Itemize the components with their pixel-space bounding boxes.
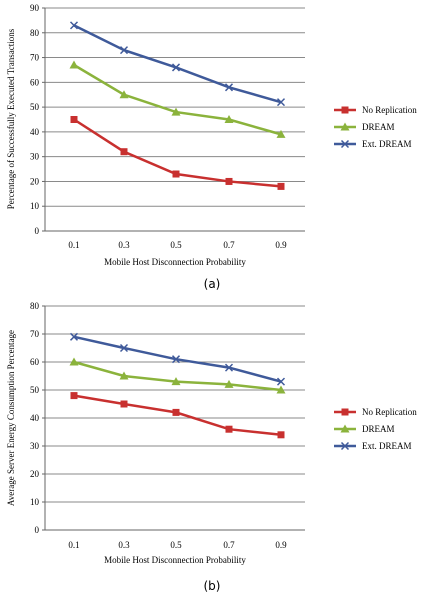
chart-a-series-no-replication-point: [172, 170, 180, 178]
chart-b-xtick-label: 0.7: [223, 540, 235, 550]
chart-b-series-dream-point: [171, 377, 181, 386]
chart-a-series-no-replication-point: [225, 177, 233, 185]
chart-a-xtick-label: 0.5: [170, 240, 182, 250]
chart-b-legend-ext-dream-label: Ext. DREAM: [362, 441, 412, 451]
chart-a: 0 10 20 30 40 50 60 70 80 90 0.1 0.3 0.5 0.7 0.9 Mobile…: [6, 3, 417, 291]
chart-a-series-ext-dream-point: [69, 21, 79, 30]
chart-b-ytick-label: 30: [30, 441, 40, 451]
chart-a-y-axis-label: Percentage of Successfully Executed Tran…: [6, 28, 16, 209]
chart-b-series-no-replication-point: [277, 431, 285, 439]
chart-a-ytick-label: 70: [30, 53, 40, 63]
chart-a-series-dream-line: [73, 63, 282, 136]
chart-a-legend-dream-label: DREAM: [362, 122, 395, 132]
chart-b-series-dream-point: [119, 371, 129, 380]
chart-a-ytick-label: 20: [30, 176, 40, 186]
chart-a-series-no-replication-point: [70, 116, 78, 123]
chart-a-legend-no-replication-marker: [341, 106, 349, 114]
chart-a-xtick-label: 0.3: [118, 240, 130, 250]
chart-b-ytick-label: 60: [30, 357, 40, 367]
chart-b-legend-no-replication-marker: [341, 408, 349, 416]
chart-a-ytick-label: 0: [35, 226, 40, 236]
chart-b-ytick-label: 0: [35, 525, 40, 535]
chart-a-xtick-label: 0.1: [68, 240, 79, 250]
chart-a-series-dream-point: [119, 90, 129, 99]
chart-a-series-dream-point: [224, 115, 234, 123]
chart-b-series-ext-dream-point: [224, 363, 234, 372]
chart-a-series-no-replication-point: [277, 182, 285, 190]
chart-b-series-no-replication-point: [172, 408, 180, 416]
chart-b-series-ext-dream-point: [171, 355, 181, 364]
chart-a-series-ext-dream-point: [171, 63, 181, 72]
chart-b-xtick-label: 0.1: [68, 540, 79, 550]
chart-b-y-axis-label: Average Server Energy Consumption Percen…: [6, 330, 16, 506]
chart-a-legend-ext-dream-label: Ext. DREAM: [362, 139, 412, 149]
chart-a-ytick-label: 40: [30, 127, 40, 137]
chart-a-series-ext-dream-point: [276, 98, 286, 107]
chart-a-legend-ext-dream-marker: [340, 139, 350, 149]
chart-a-series-ext-dream-point: [119, 46, 129, 55]
chart-a-xtick-label: 0.9: [275, 240, 287, 250]
chart-b-x-axis-label: Mobile Host Disconnection Probability: [104, 555, 246, 565]
chart-a-series-dream-point: [276, 129, 286, 138]
chart-a-caption: (a): [204, 277, 221, 291]
chart-b-legend-dream-marker: [340, 424, 350, 433]
chart-a-series-ext-dream-line: [73, 24, 282, 104]
chart-b-series-dream-point: [224, 379, 234, 388]
chart-a-series-dream-point: [171, 107, 181, 116]
chart-b-legend-no-replication-label: No Replication: [362, 407, 417, 417]
chart-a-series-dream-point: [69, 60, 79, 69]
chart-b-ytick-label: 80: [30, 301, 40, 311]
chart-a-series-ext-dream-point: [224, 83, 234, 92]
chart-b-caption: (b): [204, 579, 221, 593]
chart-a-ytick-label: 30: [30, 152, 40, 162]
chart-b-xtick-label: 0.3: [118, 540, 130, 550]
chart-b-series-no-replication-point: [120, 400, 128, 408]
chart-b-series-dream-line: [73, 360, 282, 392]
chart-b-series-no-replication-point: [70, 392, 78, 400]
chart-a-ytick-label: 10: [30, 201, 40, 211]
chart-b-series-no-replication-point: [225, 425, 233, 433]
chart-b-xtick-label: 0.9: [275, 540, 287, 550]
chart-b-ytick-label: 20: [30, 469, 40, 479]
chart-b-ytick-label: 70: [30, 329, 40, 339]
chart-b-series-ext-dream-point: [69, 332, 79, 341]
chart-b-xtick-label: 0.5: [170, 540, 182, 550]
chart-a-legend-no-replication-label: No Replication: [362, 105, 417, 115]
chart-b-series-dream-point: [276, 385, 286, 394]
chart-b-legend-ext-dream-marker: [340, 441, 350, 451]
chart-b: 0 10 20 30 40 50 60 70 80 0.1 0.3 0.5 0.7 0.9 Mobile H…: [6, 301, 417, 593]
chart-a-ytick-label: 50: [30, 102, 40, 112]
chart-b-ytick-label: 50: [30, 385, 40, 395]
chart-a-x-axis-label: Mobile Host Disconnection Probability: [104, 257, 246, 267]
chart-b-series-ext-dream-point: [119, 343, 129, 353]
chart-b-ytick-label: 10: [30, 497, 40, 507]
chart-a-ytick-label: 90: [30, 3, 40, 13]
chart-a-legend-dream-marker: [340, 122, 350, 131]
chart-a-series-no-replication-point: [120, 148, 128, 156]
chart-b-legend-dream-label: DREAM: [362, 424, 395, 434]
chart-b-series-ext-dream-point: [276, 377, 286, 386]
chart-a-xtick-label: 0.7: [223, 240, 235, 250]
chart-b-ytick-label: 40: [30, 413, 40, 423]
chart-b-series-dream-point: [69, 357, 79, 366]
chart-a-ytick-label: 60: [30, 77, 40, 87]
chart-b-series-ext-dream-line: [73, 335, 282, 383]
chart-a-ytick-label: 80: [30, 28, 40, 38]
